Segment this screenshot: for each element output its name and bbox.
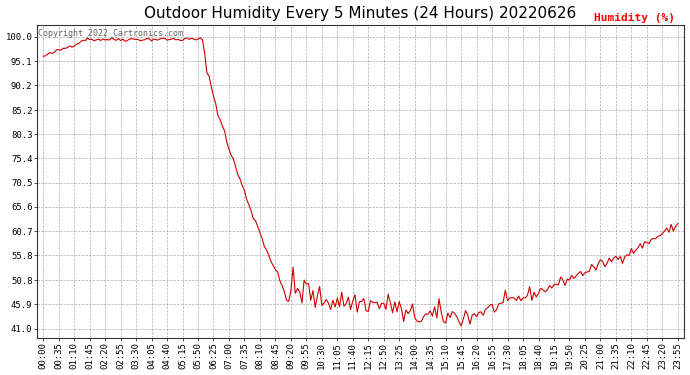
Title: Outdoor Humidity Every 5 Minutes (24 Hours) 20220626: Outdoor Humidity Every 5 Minutes (24 Hou… [144, 6, 577, 21]
Text: Copyright 2022 Cartronics.com: Copyright 2022 Cartronics.com [38, 29, 183, 38]
Text: Humidity (%): Humidity (%) [593, 13, 675, 23]
